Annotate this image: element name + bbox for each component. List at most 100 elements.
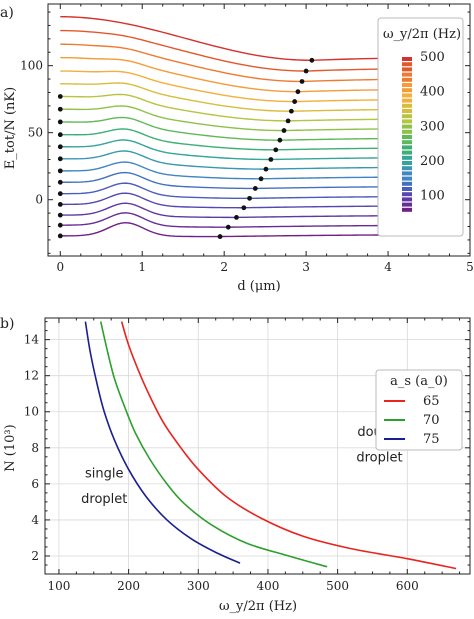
energy-curve-260hz	[60, 116, 389, 141]
panel-b-ylabel: N (10³)	[3, 424, 18, 471]
energy-curve-290hz	[60, 105, 389, 132]
boundary-curve-as-70	[99, 321, 328, 568]
origin-dot-110hz	[57, 191, 63, 197]
legend-label-70: 70	[423, 413, 440, 428]
colorbar-strip	[402, 129, 412, 134]
origin-dot-200hz	[57, 144, 63, 150]
minimum-dot-380hz	[292, 99, 298, 104]
colorbar-strip	[402, 109, 412, 113]
annotation-1: droplet	[356, 450, 402, 465]
colorbar-strip	[402, 181, 412, 186]
colorbar-strip	[402, 150, 412, 155]
colorbar-strip	[402, 176, 412, 181]
xtick-label-a-5: 5	[466, 260, 474, 274]
minimum-dot-290hz	[281, 128, 287, 133]
colorbar-strip	[402, 166, 412, 171]
panel-b-legend: a_s (a_0) 65 70 75	[375, 369, 463, 451]
minimum-dot-440hz	[299, 79, 305, 84]
xtick-label-a-4: 4	[384, 260, 392, 274]
colorbar-strip	[402, 119, 412, 124]
panel-a-frame	[47, 3, 471, 257]
colorbar-strip	[402, 207, 412, 212]
minimum-dot-95hz	[241, 205, 247, 211]
colorbar-strip	[402, 202, 412, 207]
energy-curve-410hz	[60, 56, 389, 93]
colorbar-strip	[402, 187, 412, 191]
origin-dot-230hz	[57, 132, 63, 138]
energy-curve-95hz	[60, 192, 389, 209]
colorbar-tick-100: 100	[420, 189, 445, 204]
origin-dot-130hz	[57, 179, 63, 185]
colorbar-strip	[402, 77, 412, 82]
minimum-dot-230hz	[273, 147, 279, 153]
colorbar-tick-500: 500	[420, 50, 445, 65]
minimum-dot-175hz	[263, 166, 269, 172]
legend-box	[375, 369, 463, 451]
colorbar-strip	[402, 98, 412, 103]
ytick-label-b-2: 2	[31, 549, 39, 563]
energy-curve-150hz	[60, 161, 389, 180]
energy-curve-175hz	[60, 150, 389, 170]
ytick-label-a-100: 100	[20, 59, 43, 73]
legend-title: a_s (a_0)	[390, 374, 448, 389]
boundary-curve-as-65	[120, 321, 457, 570]
ytick-label-b-12: 12	[24, 369, 39, 383]
colorbar-strip	[402, 88, 412, 93]
xtick-label-a-1: 1	[138, 260, 146, 274]
panel-a-colorbar: ω_y/2π (Hz) 100 200 300 400 500	[377, 17, 464, 237]
panel-b-ticks: 100 200 300 400 500 600 2 4 6 8 10 12 14	[24, 318, 470, 593]
minimum-dot-260hz	[277, 137, 283, 143]
colorbar-ticks: 100 200 300 400 500	[420, 50, 445, 204]
energy-curve-50hz	[60, 222, 389, 238]
legend-label-65: 65	[423, 394, 440, 409]
xtick-label-b-200: 200	[117, 579, 140, 593]
origin-dot-175hz	[57, 156, 63, 162]
minimum-dot-500hz	[309, 57, 315, 63]
ytick-label-b-10: 10	[24, 405, 39, 419]
minimum-dot-470hz	[303, 68, 309, 74]
panel-b: b) 100 200 300 400 500 600 2 4 6 8 10 12 14 ω_y/2π (…	[0, 316, 471, 614]
colorbar-strip	[402, 161, 412, 165]
energy-curve-80hz	[60, 202, 389, 219]
boundary-curve-as-75	[84, 321, 241, 564]
minimum-dot-50hz	[217, 234, 223, 239]
colorbar-tick-400: 400	[420, 85, 445, 100]
origin-dot-150hz	[57, 168, 63, 174]
minimum-dot-320hz	[285, 118, 291, 124]
panel-a-ylabel: E_tot/N (nK)	[3, 87, 18, 169]
panel-b-curves	[84, 321, 457, 570]
origin-dot-65hz	[57, 222, 63, 228]
xtick-label-b-400: 400	[256, 579, 279, 593]
xtick-label-a-0: 0	[56, 260, 64, 274]
colorbar-strip	[402, 72, 412, 77]
legend-label-75: 75	[423, 432, 440, 447]
ytick-label-b-4: 4	[31, 513, 39, 527]
colorbar-strip	[402, 67, 412, 72]
energy-curve-440hz	[60, 43, 389, 83]
ytick-label-b-14: 14	[24, 333, 40, 347]
origin-dot-50hz	[57, 233, 63, 239]
colorbar-strip	[402, 155, 412, 160]
xtick-label-b-600: 600	[396, 579, 419, 593]
energy-curve-320hz	[60, 93, 389, 122]
panel-b-frame	[44, 317, 471, 575]
panel-b-label: b)	[0, 316, 14, 332]
xtick-label-a-2: 2	[220, 260, 228, 274]
minimum-dot-65hz	[225, 224, 231, 230]
colorbar-strip	[402, 93, 412, 98]
colorbar-tick-300: 300	[420, 119, 445, 134]
ytick-label-a-50: 50	[28, 126, 43, 140]
colorbar-strips	[402, 57, 412, 212]
xtick-label-b-500: 500	[326, 579, 349, 593]
colorbar-strip	[402, 114, 412, 119]
colorbar-box	[377, 17, 464, 237]
minimum-dot-150hz	[258, 176, 264, 182]
legend-items: 65 70 75	[384, 394, 440, 447]
origin-dot-290hz	[57, 106, 63, 112]
ytick-label-a-0: 0	[35, 193, 43, 207]
xtick-label-b-100: 100	[47, 579, 70, 593]
energy-curve-230hz	[60, 128, 389, 151]
